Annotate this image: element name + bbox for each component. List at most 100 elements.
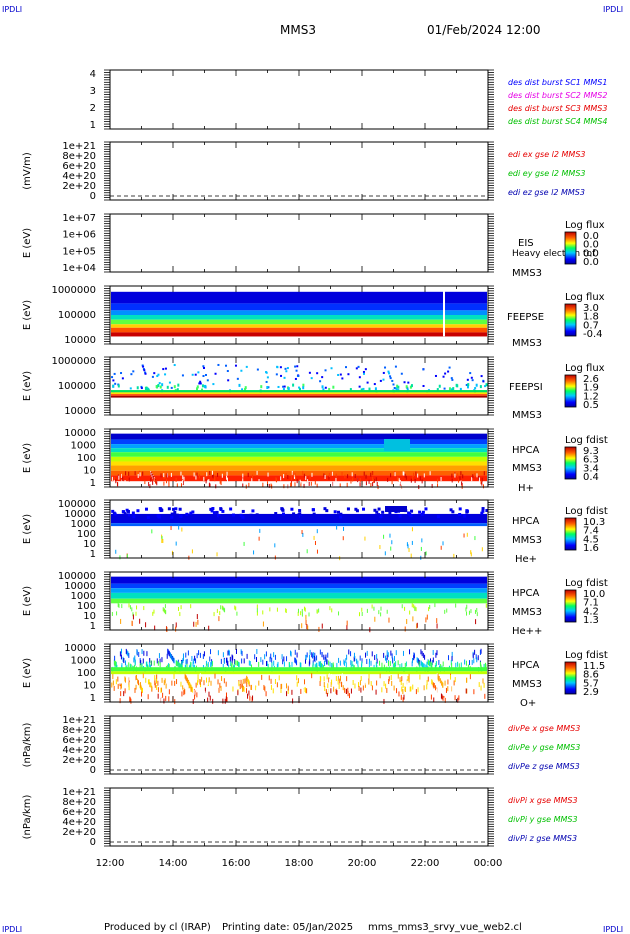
spectrogram-pixel	[485, 383, 488, 387]
spectrogram-pixel	[416, 623, 418, 629]
spectrogram-pixel	[120, 618, 122, 624]
y-tick-label: 1	[90, 478, 96, 489]
spectrogram-pixel	[316, 372, 319, 375]
spectrogram-pixel	[392, 383, 395, 386]
spectrogram-pixel	[447, 370, 450, 373]
spectrogram-pixel	[313, 655, 315, 661]
spectrogram-band	[111, 444, 487, 449]
spectrogram-pixel	[168, 483, 170, 488]
instrument-label: MMS3	[512, 463, 542, 474]
spectrogram-pixel	[124, 660, 126, 666]
spectrogram-pixel	[264, 654, 266, 660]
spectrogram-pixel	[297, 608, 299, 613]
spectrogram-pixel	[347, 687, 349, 693]
spectrogram-pixel	[430, 661, 432, 667]
spectrogram-pixel	[226, 475, 228, 480]
spectrogram-pixel	[167, 507, 171, 511]
spectrogram-pixel	[420, 649, 422, 655]
spectrogram-pixel	[420, 512, 424, 516]
spectrogram-pixel	[165, 695, 167, 701]
spectrogram-pixel	[453, 553, 455, 558]
spectrogram-pixel	[124, 688, 126, 694]
spectrogram-pixel	[339, 512, 343, 516]
spectrogram-pixel	[246, 653, 248, 659]
spectrogram-pixel	[452, 387, 455, 391]
spectrogram-pixel	[379, 379, 382, 382]
spectrogram-pixel	[325, 654, 327, 660]
spectrogram-band	[111, 395, 487, 398]
spectrogram-pixel	[334, 697, 336, 703]
y-tick-label: 1e+21	[62, 141, 96, 152]
spectrogram-pixel	[242, 473, 244, 478]
spectrogram-pixel	[296, 675, 298, 681]
spectrogram-pixel	[140, 387, 143, 390]
spectrogram-pixel	[265, 371, 268, 374]
spectrogram-pixel	[203, 367, 206, 370]
spectrogram-pixel	[356, 658, 358, 664]
y-tick-label: 8e+20	[62, 797, 96, 808]
spectrogram-pixel	[234, 605, 236, 610]
spectrogram-pixel	[191, 655, 193, 661]
spectrogram-pixel	[481, 477, 483, 482]
spectrogram-pixel	[234, 659, 236, 665]
spectrogram-pixel	[193, 687, 195, 693]
spectrogram-pixel	[282, 388, 285, 391]
spectrogram-pixel	[345, 688, 347, 694]
spectrogram-pixel	[139, 682, 141, 688]
spectrogram-pixel	[208, 625, 210, 631]
spectrogram-pixel	[251, 478, 253, 483]
spectrogram-pixel	[312, 653, 314, 659]
spectrogram-pixel	[322, 388, 325, 392]
spectrogram-pixel	[145, 677, 147, 683]
spectrogram-pixel	[451, 378, 454, 381]
spectrogram-pixel	[180, 605, 182, 610]
spectrogram-pixel	[481, 509, 485, 513]
spectrogram-pixel	[253, 550, 255, 555]
spectrogram-pixel	[386, 650, 388, 656]
spectrogram-pixel	[268, 675, 270, 681]
spectrogram-pixel	[448, 366, 451, 369]
spectrogram-pixel	[175, 513, 179, 517]
spectrogram-pixel	[416, 657, 418, 663]
spectrogram-pixel	[422, 652, 424, 658]
colorbar-title: Log flux	[565, 292, 605, 303]
spectrogram-pixel	[191, 687, 193, 693]
spectrogram-pixel	[458, 695, 460, 701]
spectrogram-pixel	[397, 660, 399, 666]
spectrogram-pixel	[328, 660, 330, 666]
spectrogram-pixel	[242, 478, 244, 483]
spectrogram-pixel	[251, 509, 255, 513]
spectrogram-pixel	[474, 483, 476, 488]
spectrogram-pixel	[163, 698, 165, 704]
spectrogram-pixel	[170, 652, 172, 658]
y-tick-label: 10	[83, 539, 96, 550]
spectrogram-pixel	[166, 479, 168, 484]
spectrogram-pixel	[419, 476, 421, 481]
spectrogram-pixel	[425, 551, 427, 556]
spectrogram-pixel	[447, 679, 449, 685]
spectrogram-pixel	[157, 687, 159, 693]
spectrogram-pixel	[181, 527, 183, 532]
spectrogram-pixel	[423, 473, 425, 478]
spectrogram-pixel	[296, 660, 298, 666]
spectrogram-pixel	[338, 684, 340, 690]
y-axis-title: E (eV)	[22, 514, 33, 544]
spectrogram-pixel	[142, 365, 145, 368]
spectrogram-pixel	[170, 526, 172, 531]
spectrogram-pixel	[283, 474, 285, 479]
spectrogram-pixel	[194, 655, 196, 661]
spectrogram-pixel	[265, 651, 267, 657]
colorbar-tick-label: 2.6	[583, 374, 599, 385]
spectrogram-pixel	[306, 652, 308, 658]
colorbar	[564, 589, 577, 623]
spectrogram-pixel	[130, 373, 133, 376]
spectrogram-pixel	[391, 379, 394, 382]
spectrogram-pixel	[196, 385, 199, 389]
spectrogram-pixel	[450, 388, 453, 392]
spectrogram-pixel	[141, 649, 143, 655]
y-tick-label: 1	[90, 120, 96, 131]
spectrogram-pixel	[482, 678, 484, 684]
spectrogram-pixel	[481, 547, 483, 552]
spectrogram-pixel	[235, 606, 237, 611]
